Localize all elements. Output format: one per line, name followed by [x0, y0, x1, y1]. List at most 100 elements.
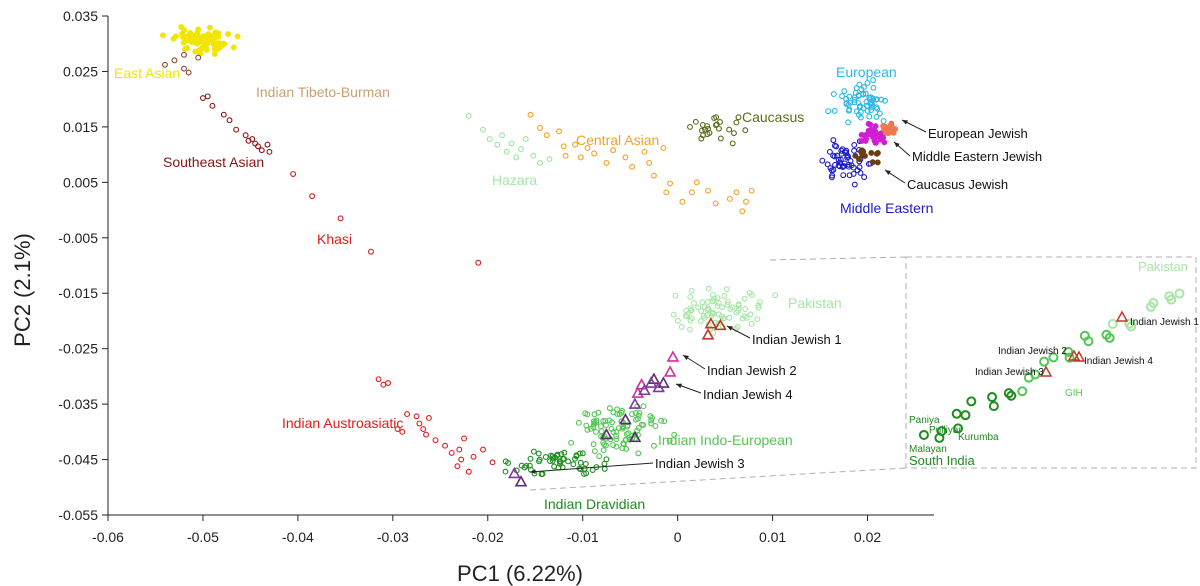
point-caucasus [699, 122, 706, 128]
point-southeast-asian [242, 132, 249, 139]
point-indian-tibeto-burman [181, 51, 187, 58]
y-tick-label: -0.005 [58, 230, 98, 246]
point-southeast-asian [226, 117, 233, 124]
point-indian-indo-european [591, 411, 598, 418]
point-central-asian [584, 145, 591, 151]
y-tick-label: -0.045 [58, 452, 98, 468]
point-pakistan [705, 306, 712, 313]
point-east-asian [192, 38, 199, 45]
point-pakistan [747, 311, 754, 318]
arrow-head [676, 383, 682, 389]
point-indian-jewish-1 [714, 318, 727, 331]
point-indian-indo-european [628, 411, 635, 418]
point-middle-eastern [841, 160, 848, 167]
x-tick-label: -0.03 [377, 529, 409, 545]
point-indian-indo-european [606, 405, 613, 412]
point-indian-austroasiatic [394, 426, 401, 433]
inset-panel: Pakistan Indian Jewish 1 Indian Jewish 2 In… [529, 256, 1199, 491]
point-indian-jewish-2 [666, 350, 680, 362]
label-hazara: Hazara [492, 172, 537, 188]
point-indian-dravidian [579, 450, 586, 457]
point-middle-eastern [830, 137, 837, 144]
point-hazara [486, 136, 493, 143]
point-pakistan [683, 307, 690, 314]
inset-point [1030, 369, 1041, 380]
annotation-arrow [529, 462, 654, 473]
point-indian-dravidian [577, 466, 584, 473]
label-indian-indo-european: Indian Indo-European [658, 432, 793, 448]
point-indian-dravidian [565, 458, 572, 465]
point-european [872, 96, 879, 103]
point-caucasus-jewish [856, 155, 862, 162]
point-caucasus [692, 118, 699, 125]
point-european-jewish [880, 123, 887, 130]
point-european [868, 107, 875, 114]
point-middle-eastern [850, 164, 857, 171]
data-points [159, 24, 899, 487]
point-pakistan [727, 306, 734, 312]
point-pakistan [704, 312, 711, 319]
point-middle-eastern-jewish [877, 130, 884, 137]
point-middle-eastern [830, 166, 837, 173]
point-pakistan [735, 305, 742, 312]
inset-point [1164, 291, 1175, 302]
inset-point [951, 408, 962, 419]
point-pakistan [688, 315, 695, 322]
inset-point [1126, 321, 1137, 332]
point-indian-austroasiatic [456, 446, 463, 453]
point-middle-eastern-jewish [872, 123, 879, 130]
point-pakistan [748, 320, 755, 327]
arrow-head [530, 469, 536, 474]
point-indian-dravidian [601, 460, 608, 467]
point-european [830, 91, 837, 97]
point-khasi [475, 259, 482, 266]
point-central-asian [610, 147, 617, 154]
point-pakistan [735, 302, 742, 309]
inset-point [1174, 288, 1185, 299]
label-southeast-asian: Southeast Asian [163, 154, 264, 170]
zoom-line-top [769, 256, 907, 261]
point-indian-dravidian [572, 455, 578, 462]
label-east-asian: East Asian [114, 65, 180, 81]
point-indian-jewish-1 [704, 317, 718, 329]
point-indian-indo-european [598, 428, 605, 435]
point-european [870, 77, 877, 84]
label-khasi: Khasi [317, 231, 352, 247]
point-indian-dravidian [518, 462, 525, 469]
label-european: European [836, 64, 897, 80]
zoom-line-bottom [529, 467, 907, 491]
point-east-asian [234, 33, 241, 40]
label-middle-eastern: Middle Eastern [840, 200, 933, 216]
point-indian-jewish-3 [628, 430, 642, 443]
point-hazara [508, 140, 515, 147]
point-indian-dravidian [570, 461, 577, 468]
inset-point [1064, 352, 1075, 363]
annotations: East Asian Indian Tibeto-Burman Southeast … [114, 64, 1042, 512]
point-hazara [530, 152, 537, 159]
point-indian-austroasiatic [470, 453, 477, 460]
point-indian-dravidian [535, 450, 542, 457]
point-middle-eastern [844, 154, 851, 161]
point-indian-dravidian [542, 454, 549, 460]
y-tick-label: -0.025 [58, 341, 98, 357]
point-pakistan [691, 300, 697, 306]
point-indian-tibeto-burman [162, 61, 168, 68]
point-indian-dravidian [548, 452, 555, 459]
point-pakistan [741, 295, 748, 302]
point-hazara [494, 141, 501, 148]
point-indian-indo-european [596, 453, 603, 460]
point-indian-jewish-4 [652, 380, 666, 393]
inset-point [953, 423, 964, 434]
point-pakistan [688, 307, 695, 313]
point-indian-indo-european [610, 409, 617, 416]
point-southeast-asian [264, 141, 271, 148]
point-central-asian [748, 187, 755, 194]
point-pakistan [715, 300, 722, 307]
point-east-asian [221, 40, 228, 47]
point-east-asian [159, 32, 166, 39]
point-european [862, 90, 869, 97]
point-indian-austroasiatic [432, 437, 439, 444]
point-pakistan [710, 310, 717, 317]
point-indian-indo-european [602, 418, 609, 424]
label-indian-jewish-1: Indian Jewish 1 [752, 332, 842, 347]
